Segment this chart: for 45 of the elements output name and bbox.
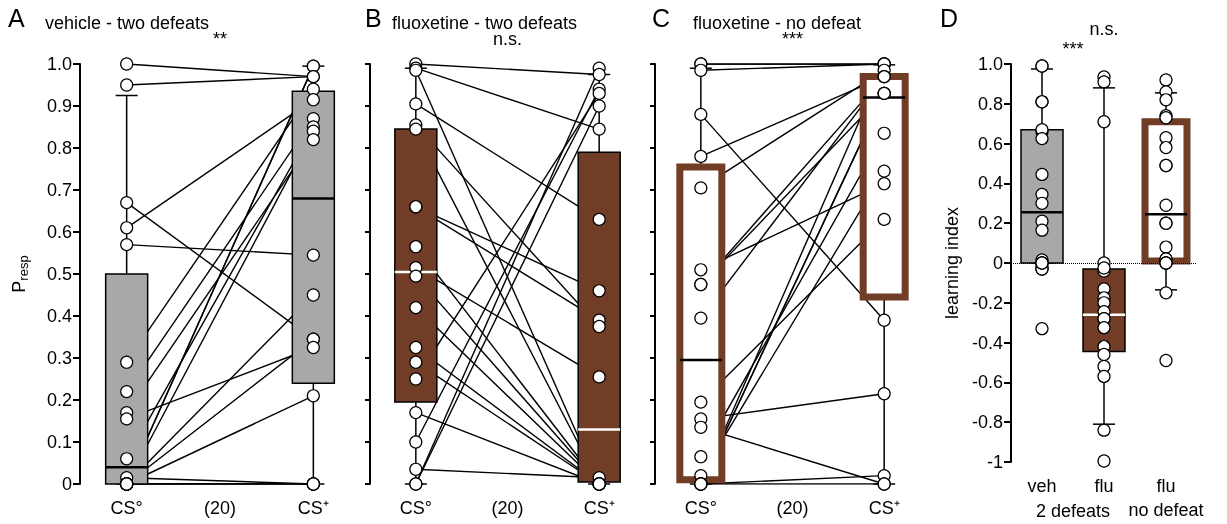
chart-title: vehicle - two defeats <box>45 13 210 33</box>
text: ** <box>212 29 228 49</box>
y-tick-label: 0.3 <box>46 348 72 368</box>
text: D <box>940 3 959 32</box>
y-tick-label: 0.4 <box>46 306 72 326</box>
y-tick-label: 0.2 <box>46 390 72 410</box>
y-tick-label: 1.0 <box>977 54 1003 74</box>
text: B <box>365 3 382 32</box>
text: A <box>8 3 25 32</box>
y-tick-label: -0.8 <box>971 412 1003 433</box>
y-tick-label: 0.2 <box>977 213 1003 234</box>
y-tick-label: 0.6 <box>46 222 72 242</box>
x-tick-label: CS° <box>684 498 717 518</box>
x-tick-label: CS° <box>399 498 432 518</box>
x-tick-label: CS° <box>110 498 143 518</box>
y-tick-label: 0.8 <box>46 138 72 158</box>
y-tick-label: 0.8 <box>977 93 1003 114</box>
x-tick-label: CS⁺ <box>583 498 615 518</box>
y-axis-title: learning index <box>942 206 962 320</box>
y-tick-label: -1 <box>986 452 1003 472</box>
text: *** <box>1062 39 1084 59</box>
y-tick-label: 0.6 <box>977 133 1003 154</box>
x-tick-label: flu <box>1094 476 1114 496</box>
y-tick-label: 0.5 <box>46 264 72 284</box>
y-tick-label: 0 <box>992 253 1003 273</box>
y-tick-label: 0.4 <box>977 173 1003 194</box>
x-tick-label: CS⁺ <box>297 498 329 518</box>
y-tick-label: 0.7 <box>46 180 72 200</box>
y-tick-label: 0.1 <box>46 432 72 452</box>
y-tick-label: -0.4 <box>971 332 1003 353</box>
x-tick-label: (20) <box>491 498 524 518</box>
y-tick-label: 1.0 <box>46 54 72 74</box>
y-tick-label: 0.9 <box>46 96 72 116</box>
y-tick-label: -0.6 <box>971 372 1003 393</box>
text: 2 defeats <box>1035 501 1111 521</box>
x-tick-label: (20) <box>776 498 809 518</box>
text: C <box>652 3 671 32</box>
y-tick-label: -0.2 <box>971 292 1003 313</box>
text: n.s. <box>1089 19 1119 39</box>
x-tick-label: veh <box>1027 476 1057 496</box>
y-axis-title: Presp <box>8 255 31 293</box>
x-tick-label: flu no defeat <box>1128 476 1204 520</box>
x-tick-label: (20) <box>203 498 237 518</box>
y-tick-label: 0 <box>61 474 72 494</box>
x-tick-label: CS⁺ <box>868 498 900 518</box>
